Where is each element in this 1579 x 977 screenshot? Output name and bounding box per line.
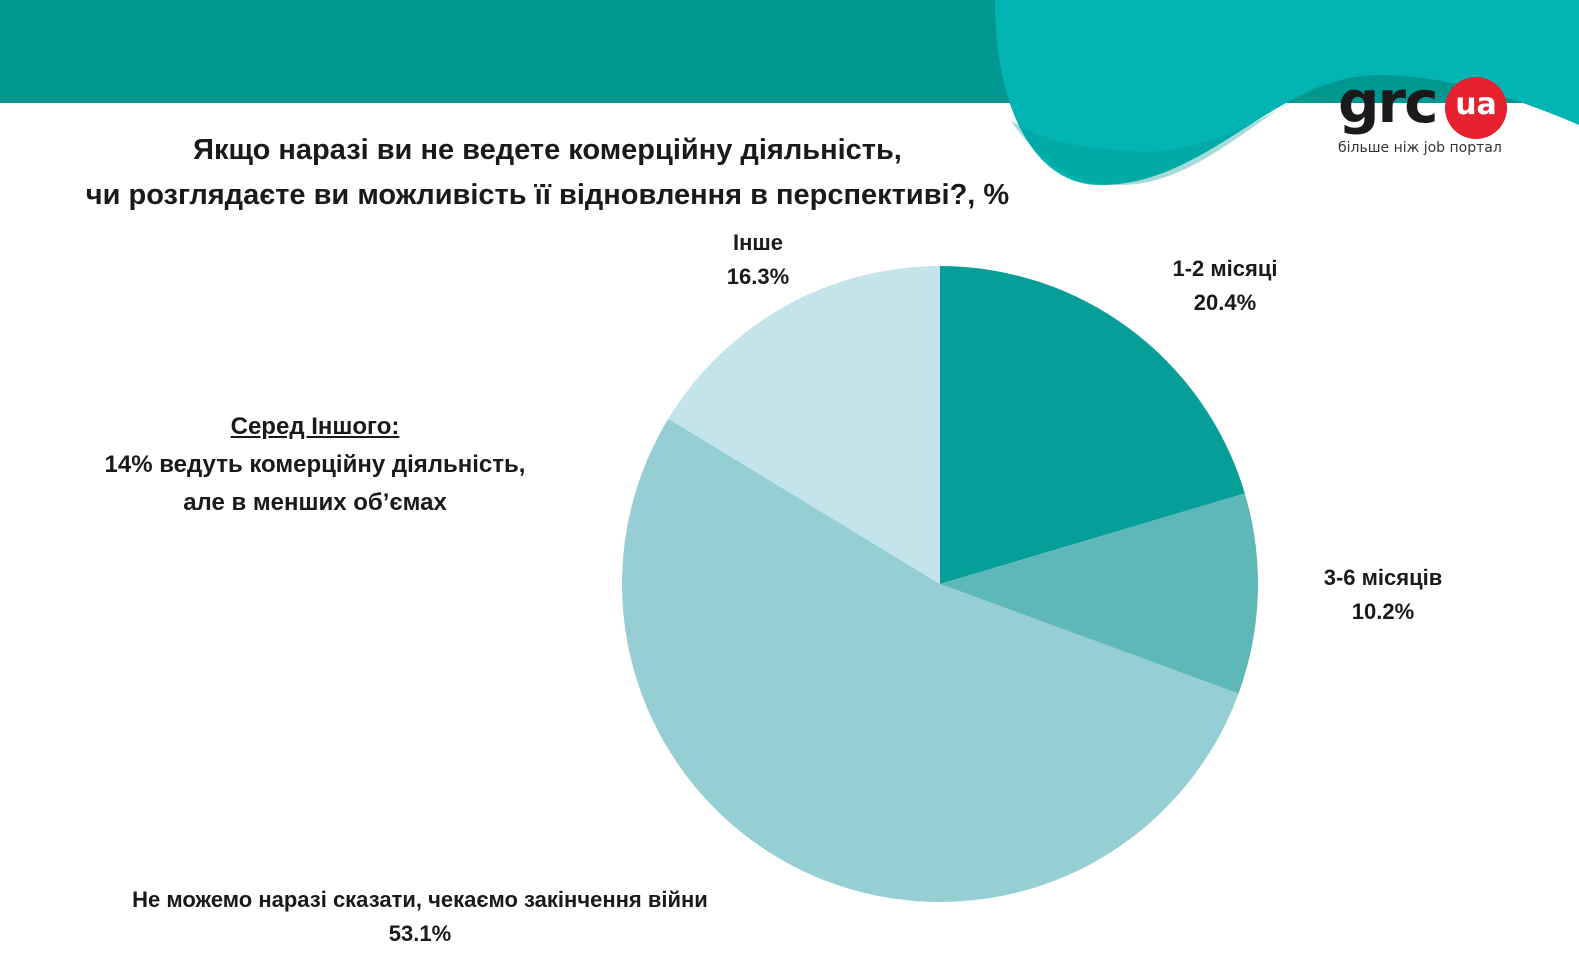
other-note-line-2: але в менших об’ємах <box>183 489 447 516</box>
slice-1-2-months <box>940 266 1245 584</box>
chart-title: Якщо наразі ви не ведете комерційну діял… <box>0 128 1095 218</box>
slice-3-6-months-label: 3-6 місяців 10.2% <box>1324 561 1443 629</box>
other-note-line-1: 14% ведуть комерційну діяльність, <box>104 451 526 478</box>
slice-category-label: Інше <box>733 230 783 255</box>
slice-cannot-say <box>621 418 1239 903</box>
grc-logo[interactable]: grc ua більше ніж job портал <box>1338 70 1538 162</box>
slice-category-label: 1-2 місяці <box>1172 256 1278 281</box>
slice-other <box>668 266 940 584</box>
wave-shadow <box>1010 80 1330 185</box>
other-note-heading: Серед Іншого: <box>230 413 400 440</box>
slice-other-label: Інше 16.3% <box>727 226 789 294</box>
logo-wordmark: grc <box>1338 68 1439 136</box>
other-note: Серед Іншого: 14% ведуть комерційну діял… <box>40 408 590 522</box>
slice-category-label: 3-6 місяців <box>1323 565 1443 590</box>
chart-title-line-2: чи розглядаєте ви можливість її відновле… <box>85 179 1010 211</box>
header-wave <box>995 0 1579 185</box>
chart-title-line-1: Якщо наразі ви не ведете комерційну діял… <box>193 134 902 166</box>
slice-3-6-months <box>940 493 1258 694</box>
logo-ua-badge: ua <box>1445 77 1507 139</box>
slice-category-label: Не можемо наразі сказати, чекаємо закінч… <box>132 887 708 912</box>
slice-value-label: 10.2% <box>1351 599 1415 624</box>
logo-tagline: більше ніж job портал <box>1338 140 1502 156</box>
slice-cannot-say-label: Не можемо наразі сказати, чекаємо закінч… <box>132 883 708 951</box>
slice-1-2-months-label: 1-2 місяці 20.4% <box>1172 252 1277 320</box>
wave-shape <box>995 0 1579 185</box>
slice-value-label: 53.1% <box>388 921 452 946</box>
slice-value-label: 20.4% <box>1193 290 1257 315</box>
slice-value-label: 16.3% <box>726 264 790 289</box>
